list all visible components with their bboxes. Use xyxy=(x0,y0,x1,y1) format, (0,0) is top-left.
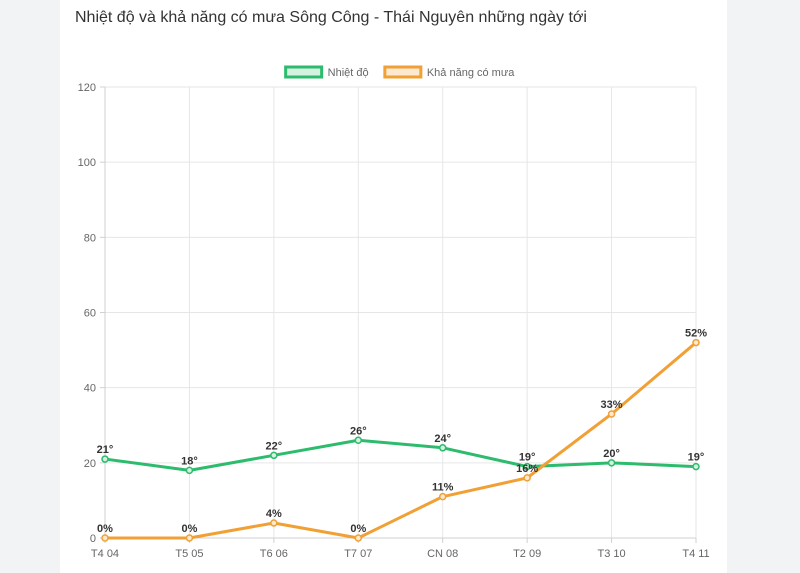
x-tick-label: T2 09 xyxy=(513,548,541,560)
legend-label-1: Khả năng có mưa xyxy=(427,67,515,79)
data-point xyxy=(607,410,616,418)
data-point xyxy=(101,455,109,463)
chart-title: Nhiệt độ và khả năng có mưa Sông Công - … xyxy=(75,9,587,26)
x-tick-label: T7 07 xyxy=(344,548,372,560)
series-line-0 xyxy=(104,438,697,472)
data-label: 52% xyxy=(685,328,707,340)
data-point xyxy=(270,451,278,460)
data-point xyxy=(523,462,531,471)
grid-lines xyxy=(100,86,697,543)
data-label: 18° xyxy=(181,455,198,467)
x-tick-label: T5 05 xyxy=(175,548,203,560)
data-label: 4% xyxy=(266,508,282,520)
data-point xyxy=(692,338,700,347)
data-label: 16% xyxy=(516,463,538,475)
data-point xyxy=(438,444,447,452)
y-tick-label: 60 xyxy=(84,308,96,320)
data-label: 0% xyxy=(350,523,366,535)
data-label: 26° xyxy=(350,425,367,437)
data-point xyxy=(438,492,447,501)
data-point xyxy=(185,466,194,475)
x-tick-label: T4 11 xyxy=(682,548,709,560)
x-tick-label: CN 08 xyxy=(427,548,458,560)
y-tick-label: 40 xyxy=(84,383,96,395)
data-label: 24° xyxy=(434,433,451,445)
data-label: 20° xyxy=(603,448,620,460)
legend-swatch-0 xyxy=(284,65,324,79)
data-labels: 21° 18° 22° 26° 24° 19° 20° 19° 0% 0% 4% 0% 11% 16% 33… xyxy=(97,328,708,535)
data-point xyxy=(607,459,616,467)
data-point xyxy=(354,436,363,445)
data-point xyxy=(101,534,109,542)
series-lines xyxy=(101,338,700,542)
data-label: 19° xyxy=(688,452,705,464)
x-tick-label: T3 10 xyxy=(598,548,626,560)
data-point xyxy=(185,534,194,542)
data-label: 11% xyxy=(432,482,454,494)
y-tick-label: 120 xyxy=(78,82,96,94)
x-axis-ticks: T4 04 T5 05 T6 06 T7 07 CN 08 T2 09 T3 10 T4 11 xyxy=(91,548,710,560)
data-label: 19° xyxy=(519,452,536,464)
data-label: 0% xyxy=(181,523,197,535)
data-label: 21° xyxy=(97,444,114,456)
data-point xyxy=(354,534,363,542)
data-point xyxy=(523,474,531,482)
y-axis-ticks: 0 20 40 60 80 100 120 xyxy=(78,82,96,545)
y-tick-label: 100 xyxy=(78,157,96,169)
legend[interactable]: Nhiệt độ Khả năng có mưa xyxy=(284,65,516,79)
x-tick-label: T6 06 xyxy=(260,548,288,560)
legend-label-0: Nhiệt độ xyxy=(328,67,369,79)
data-point xyxy=(270,519,278,527)
x-tick-label: T4 04 xyxy=(91,548,119,560)
data-point xyxy=(692,462,700,471)
y-tick-label: 0 xyxy=(90,533,96,545)
y-tick-label: 20 xyxy=(84,458,96,470)
series-line-1 xyxy=(105,341,697,540)
axes xyxy=(104,87,696,539)
data-label: 0% xyxy=(97,523,113,535)
data-label: 22° xyxy=(266,440,283,452)
chart-card xyxy=(60,0,727,573)
y-tick-label: 80 xyxy=(84,232,96,244)
data-label: 33% xyxy=(601,399,623,411)
legend-swatch-1 xyxy=(383,65,423,79)
